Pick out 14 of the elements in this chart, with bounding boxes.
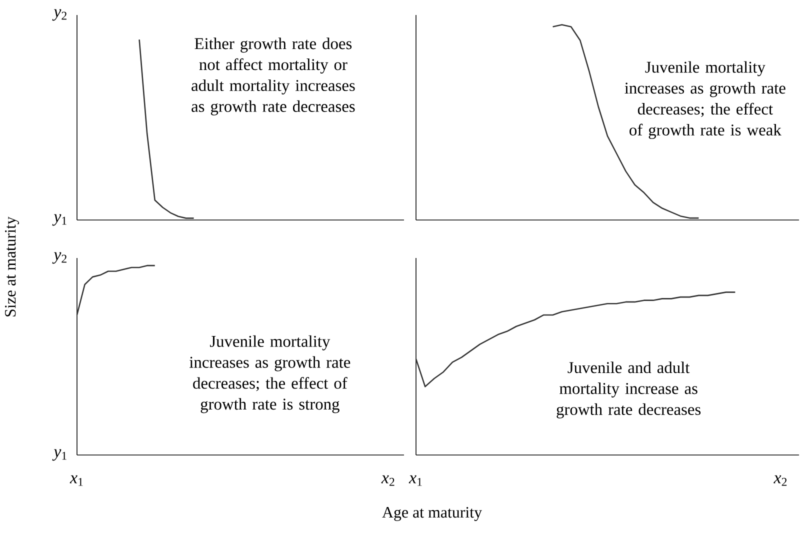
annotation: Either growth rate does not affect mortality or adult mortality increases as growth rate decreases <box>192 38 355 116</box>
text: x$_{2}$ <box>774 475 787 486</box>
x-axis-title: Age at maturity <box>382 507 482 521</box>
text: x$_{1}$ <box>70 475 83 486</box>
text: x$_{1}$ <box>408 475 422 486</box>
y-axis-title: Size at maturity <box>5 216 19 316</box>
text: y$_{2}$ <box>52 252 66 264</box>
text: x$_{2}$ <box>381 475 394 486</box>
annotation: Juvenile mortality increases as growth rate decreases; the effect of growth rate is weak <box>624 61 786 139</box>
text: y$_{1}$ <box>52 214 66 226</box>
text: y$_{1}$ <box>52 449 66 461</box>
text: y$_{2}$ <box>52 9 66 21</box>
annotation: Juvenile mortality increases as growth rate decreases; the effect of growth rate is strong <box>189 335 350 414</box>
annotation: Juvenile and adult mortality increase as growth rate decreases <box>556 362 701 418</box>
